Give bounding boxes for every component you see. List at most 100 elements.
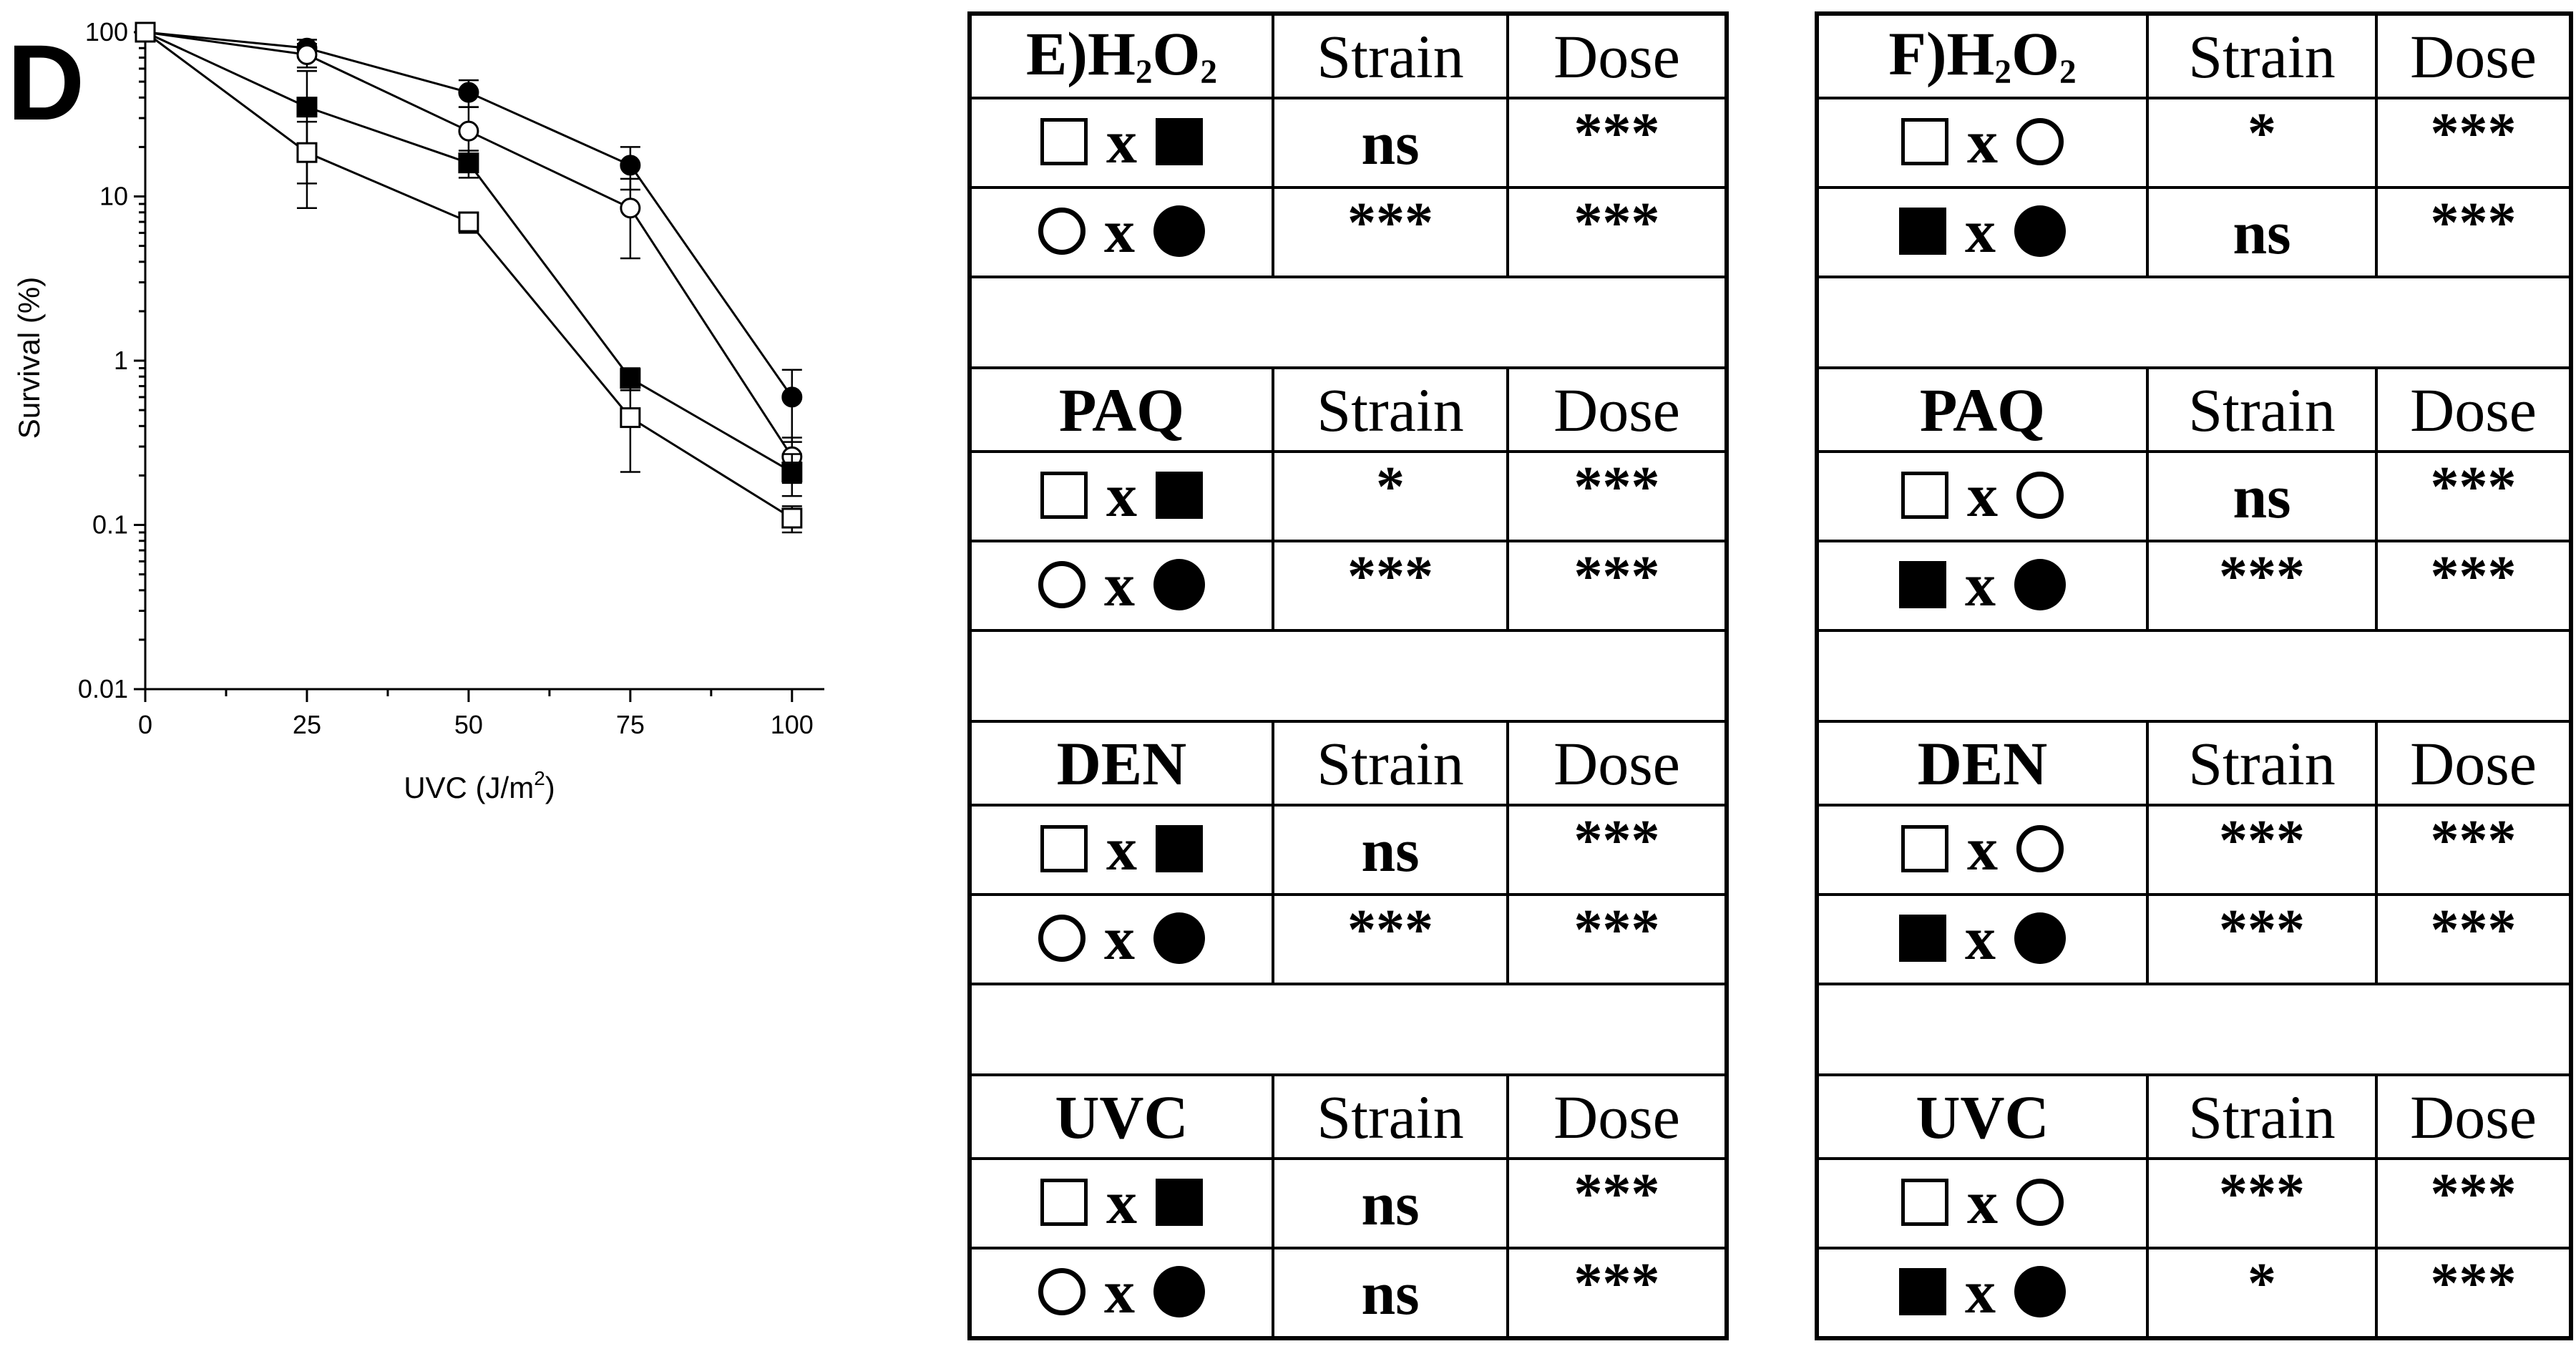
table-row: x *** *** (968, 540, 1728, 632)
comparison-cell: x (1815, 450, 2149, 542)
spacer-row (968, 629, 1728, 723)
strain-significance: *** (1272, 540, 1509, 632)
data-point-filled-square (620, 368, 641, 389)
stats-table-e: E)H2O2 Strain Dose x ns *** x *** *** PAQ Strain Do… (967, 11, 1729, 1340)
table-row: x ns *** (1815, 186, 2572, 278)
data-point-open-circle (458, 120, 479, 142)
comparison-cell: x (968, 804, 1274, 896)
open-square-icon (1040, 471, 1088, 519)
filled-circle-icon (1153, 558, 1205, 610)
comparison-x: x (1965, 550, 1996, 619)
strain-significance: ns (1272, 1247, 1509, 1340)
comparison-cell: x (968, 450, 1274, 542)
open-square-icon (1901, 824, 1948, 872)
comparison-x: x (1965, 1257, 1996, 1326)
open-square-icon (1040, 117, 1088, 165)
x-tick-label: 0 (138, 710, 152, 739)
filled-circle-icon (2014, 912, 2066, 964)
comparison-x: x (1104, 903, 1135, 973)
table-row: x *** *** (968, 893, 1728, 985)
col-header-dose: Dose (1506, 12, 1728, 99)
dose-significance: *** (1506, 1247, 1728, 1340)
open-circle-icon (2016, 824, 2064, 872)
dose-significance: *** (1506, 1157, 1728, 1249)
data-point-filled-square (458, 152, 479, 174)
spacer-row (1815, 629, 2572, 723)
table-header-row: E)H2O2 Strain Dose (968, 12, 1728, 99)
table-row: x * *** (968, 450, 1728, 542)
table-row: x ns *** (1815, 450, 2572, 542)
data-point-open-square (135, 21, 156, 43)
dose-significance: *** (1506, 893, 1728, 985)
filled-square-icon (1899, 207, 1946, 255)
filled-square-icon (1899, 1267, 1946, 1315)
strain-significance: *** (2146, 893, 2378, 985)
col-header-dose: Dose (2375, 1073, 2572, 1160)
dose-significance: *** (2375, 1247, 2572, 1340)
comparison-x: x (1104, 550, 1135, 619)
section-title: F)H2O2 (1815, 12, 2149, 99)
open-square-icon (1901, 1178, 1948, 1226)
comparison-x: x (1967, 1167, 1998, 1237)
spacer-row (1815, 276, 2572, 369)
strain-significance: ns (1272, 97, 1509, 189)
table-row: x *** *** (968, 186, 1728, 278)
table-header-row: UVC Strain Dose (968, 1073, 1728, 1160)
strain-significance: *** (2146, 1157, 2378, 1249)
series-open-circle (135, 21, 803, 484)
table-header-row: DEN Strain Dose (1815, 720, 2572, 807)
open-circle-icon (1038, 1267, 1085, 1315)
spacer-row (968, 983, 1728, 1076)
series-open-square (135, 21, 803, 534)
comparison-x: x (1106, 460, 1137, 530)
col-header-dose: Dose (2375, 366, 2572, 453)
strain-significance: * (2146, 1247, 2378, 1340)
comparison-cell: x (1815, 97, 2149, 189)
data-point-open-square (296, 142, 318, 163)
dose-significance: *** (2375, 893, 2572, 985)
comparison-cell: x (968, 893, 1274, 985)
spacer-row (968, 276, 1728, 369)
spacer-row (1815, 983, 2572, 1076)
open-square-icon (1040, 1178, 1088, 1226)
open-square-icon (1901, 117, 1948, 165)
open-circle-icon (2016, 1178, 2064, 1226)
open-square-icon (1040, 824, 1088, 872)
strain-significance: *** (1272, 893, 1509, 985)
data-point-filled-circle (781, 386, 803, 408)
strain-significance: *** (2146, 804, 2378, 896)
data-point-filled-circle (458, 82, 479, 103)
dose-significance: *** (1506, 450, 1728, 542)
series-filled-square (135, 21, 803, 497)
y-axis-label: Survival (%) (12, 277, 46, 439)
y-tick-label: 100 (85, 17, 128, 47)
strain-significance: * (2146, 97, 2378, 189)
data-point-open-square (620, 407, 641, 429)
col-header-dose: Dose (2375, 720, 2572, 807)
comparison-cell: x (968, 1157, 1274, 1249)
dose-significance: *** (1506, 97, 1728, 189)
data-point-open-circle (296, 44, 318, 65)
filled-circle-icon (1153, 1265, 1205, 1317)
table-row: x *** *** (1815, 893, 2572, 985)
dose-significance: *** (1506, 540, 1728, 632)
comparison-cell: x (968, 1247, 1274, 1340)
open-circle-icon (2016, 117, 2064, 165)
col-header-dose: Dose (1506, 720, 1728, 807)
table-row: x * *** (1815, 97, 2572, 189)
col-header-strain: Strain (1272, 12, 1509, 99)
strain-significance: *** (1272, 186, 1509, 278)
comparison-cell: x (968, 97, 1274, 189)
open-circle-icon (1038, 914, 1085, 962)
comparison-cell: x (1815, 1247, 2149, 1340)
comparison-x: x (1967, 460, 1998, 530)
open-circle-icon (1038, 560, 1085, 608)
filled-square-icon (1156, 471, 1203, 519)
data-point-filled-square (296, 97, 318, 118)
col-header-strain: Strain (1272, 366, 1509, 453)
strain-significance: * (1272, 450, 1509, 542)
filled-circle-icon (2014, 205, 2066, 257)
strain-significance: ns (1272, 1157, 1509, 1249)
y-tick-label: 0.1 (92, 510, 128, 540)
survival-chart: 0.01 0.1 1 10 100 0 25 50 75 100 UVC (J/m2) Survi… (12, 17, 824, 804)
